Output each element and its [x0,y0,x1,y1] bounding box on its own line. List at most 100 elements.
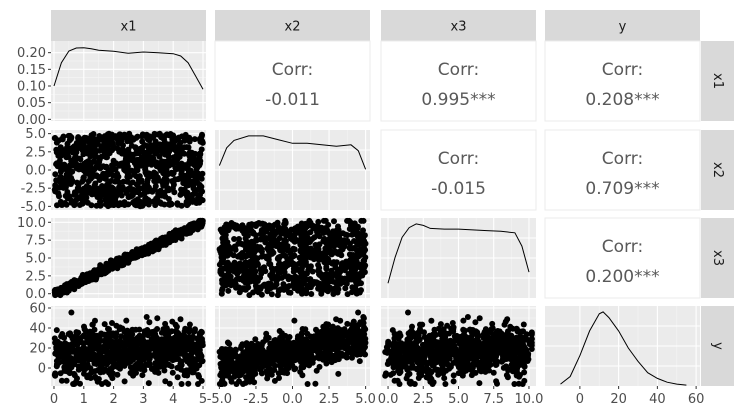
scatter-point [329,278,336,285]
column-strip-label: x3 [451,20,467,35]
scatter-point [81,273,88,280]
panel-x1-x3: Corr:0.995*** [380,40,537,122]
panel-x3-y: Corr:0.200*** [544,217,701,299]
scatter-point [357,246,364,253]
scatter-point [450,378,457,385]
scatter-point [297,273,304,280]
scatter-point [62,178,69,185]
scatter-point [97,367,103,374]
scatter-point [90,273,97,279]
scatter-point [124,178,131,185]
scatter-point [58,377,65,384]
scatter-point [87,169,94,175]
scatter-point [220,237,227,243]
scatter-point [68,199,75,206]
scatter-point [250,364,257,370]
scatter-point [352,287,359,294]
scatter-point [177,332,184,339]
scatter-point [291,366,298,373]
scatter-point [197,138,204,145]
scatter-point [136,161,143,168]
scatter-point [312,380,319,387]
scatter-point [113,255,120,262]
scatter-point [178,233,185,240]
scatter-point [109,186,116,193]
scatter-point [121,378,128,385]
scatter-point [343,280,350,287]
scatter-point [267,261,274,268]
scatter-point [291,276,298,283]
scatter-point [179,176,186,183]
scatter-point [163,325,170,332]
scatter-point [57,174,64,181]
scatter-point [236,378,242,385]
scatter-point [132,187,139,194]
scatter-point [98,153,105,160]
scatter-point [115,202,122,209]
scatter-point [134,335,141,342]
scatter-point [146,246,153,253]
scatter-point [382,372,389,379]
scatter-point [87,350,94,357]
scatter-point [81,278,87,285]
scatter-point [302,361,309,368]
scatter-point [117,364,123,370]
scatter-point [315,247,322,254]
scatter-point [60,352,67,359]
scatter-point [124,171,131,177]
scatter-point [161,175,168,182]
corr-value: 0.200*** [585,267,659,287]
scatter-point [75,135,82,142]
scatter-point [348,259,355,266]
scatter-point [73,197,80,204]
scatter-point [105,343,112,350]
scatter-point [64,195,71,202]
scatter-point [165,237,172,243]
scatter-point [115,137,122,144]
scatter-point [348,326,355,333]
scatter-points-x3-x1 [51,217,206,299]
scatter-point [228,378,235,385]
scatter-point [191,347,198,354]
scatter-point [198,377,205,384]
scatter-point [109,364,116,371]
scatter-point [129,192,136,199]
row-strip-x1: x1 [701,41,734,121]
scatter-point [325,346,332,353]
scatter-point [109,370,116,377]
scatter-point [257,286,264,292]
scatter-point [242,242,249,249]
scatter-point [238,343,245,350]
scatter-point [316,280,323,287]
scatter-point [253,345,260,352]
scatter-point [156,153,163,160]
scatter-point [355,309,362,316]
scatter-point [360,340,367,347]
scatter-point [157,131,164,138]
scatter-point [85,178,92,185]
scatter-point [63,201,70,208]
scatter-point [57,168,64,175]
scatter-point [98,330,105,337]
scatter-point [73,378,80,385]
scatter-point [154,315,161,322]
scatter-point [83,135,90,141]
scatter-point [145,150,152,157]
scatter-point [274,219,281,226]
scatter-point [236,236,242,242]
corr-label: Corr: [272,60,313,80]
scatter-point [185,199,192,206]
scatter-point [93,173,100,180]
scatter-point [80,174,87,181]
scatter-point [253,256,260,263]
row-strip-label: y [710,342,725,350]
scatter-point [197,187,204,194]
scatter-point [267,366,274,373]
scatter-point [164,185,171,191]
scatter-point [338,332,345,339]
scatter-point [299,326,306,332]
scatter-point [241,364,248,371]
corr-value: -0.011 [265,90,320,110]
scatter-point [225,287,232,294]
